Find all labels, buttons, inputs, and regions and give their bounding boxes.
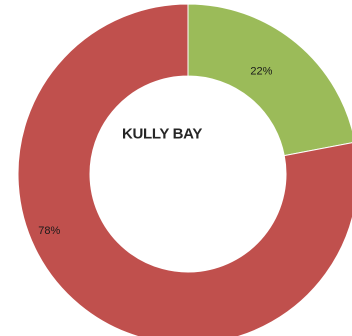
donut-slice-2 bbox=[17, 3, 352, 336]
chart-title: KULLY BAY bbox=[122, 126, 202, 143]
slice-labels: 22% 78% bbox=[38, 66, 272, 237]
donut-slices bbox=[17, 3, 352, 336]
donut-slice-1 bbox=[187, 3, 352, 157]
slice-label-1: 22% bbox=[250, 66, 272, 78]
slice-label-2: 78% bbox=[38, 225, 60, 237]
